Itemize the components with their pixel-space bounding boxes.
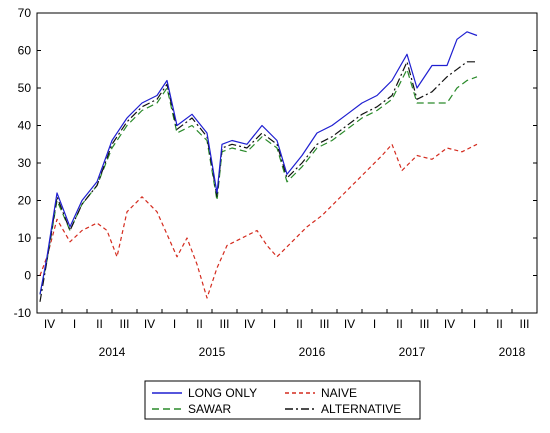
legend-label: NAIVE bbox=[321, 386, 357, 400]
y-tick-label: 70 bbox=[18, 6, 32, 20]
y-tick-label: 20 bbox=[18, 194, 32, 208]
x-quarter-label: I bbox=[373, 317, 376, 331]
y-tick-label: 50 bbox=[18, 81, 32, 95]
x-quarter-label: III bbox=[119, 317, 129, 331]
y-axis: -10 0 10 20 30 40 50 60 70 bbox=[14, 6, 537, 320]
x-quarter-label: IV bbox=[244, 317, 255, 331]
x-quarter-label: IV bbox=[44, 317, 55, 331]
legend-label: SAWAR bbox=[188, 402, 231, 416]
series-line-naive bbox=[39, 143, 478, 299]
x-quarter-label: I bbox=[73, 317, 76, 331]
x-quarter-label: IV bbox=[144, 317, 155, 331]
x-quarter-label: II bbox=[296, 317, 303, 331]
x-quarter-label: II bbox=[496, 317, 503, 331]
y-tick-label: 30 bbox=[18, 156, 32, 170]
x-quarter-label: III bbox=[519, 317, 529, 331]
y-tick-label: 40 bbox=[18, 119, 32, 133]
series-line-alternative bbox=[39, 61, 477, 302]
x-quarter-label: III bbox=[219, 317, 229, 331]
legend-label: ALTERNATIVE bbox=[321, 402, 401, 416]
x-quarter-label: I bbox=[473, 317, 476, 331]
x-year-label: 2018 bbox=[499, 345, 526, 359]
x-year-label: 2015 bbox=[199, 345, 226, 359]
x-quarter-label: IV bbox=[344, 317, 355, 331]
x-quarter-label: III bbox=[319, 317, 329, 331]
series-line-long-only bbox=[39, 31, 478, 295]
x-year-label: 2014 bbox=[99, 345, 126, 359]
x-quarter-label: II bbox=[96, 317, 103, 331]
legend-label: LONG ONLY bbox=[188, 386, 257, 400]
x-quarter-label: III bbox=[419, 317, 429, 331]
x-quarter-label: II bbox=[396, 317, 403, 331]
y-tick-label: 60 bbox=[18, 44, 32, 58]
series-lines bbox=[39, 31, 478, 302]
x-year-label: 2017 bbox=[399, 345, 426, 359]
x-quarter-label: I bbox=[173, 317, 176, 331]
x-axis: IV I II III IV I II III IV I II III IV I II III IV I II III… bbox=[36, 309, 538, 359]
plot-frame bbox=[36, 12, 538, 314]
y-tick-label: 10 bbox=[18, 231, 32, 245]
x-quarter-label: I bbox=[273, 317, 276, 331]
y-tick-label: -10 bbox=[14, 306, 32, 320]
legend-box bbox=[144, 380, 421, 420]
legend: LONG ONLY NAIVE SAWAR ALTERNATIVE bbox=[144, 380, 421, 420]
y-tick-label: 0 bbox=[24, 269, 31, 283]
x-quarter-label: IV bbox=[444, 317, 455, 331]
x-quarter-label: II bbox=[196, 317, 203, 331]
x-year-label: 2016 bbox=[299, 345, 326, 359]
